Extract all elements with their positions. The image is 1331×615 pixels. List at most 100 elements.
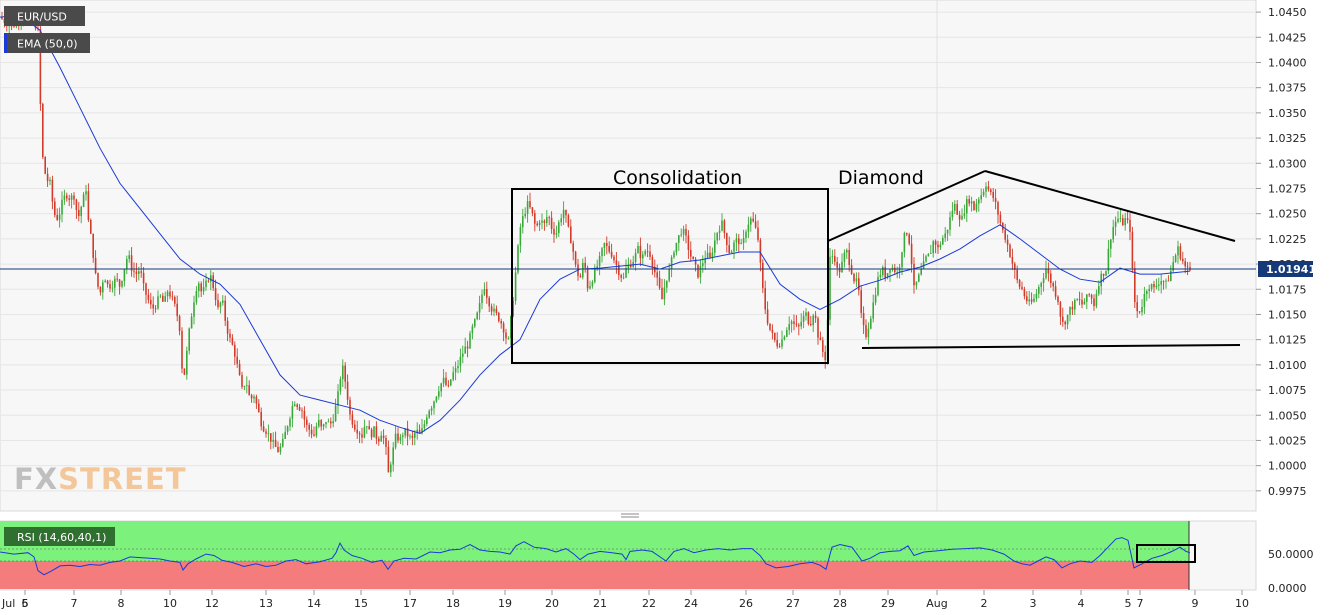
candle-body	[87, 191, 90, 220]
candle-body	[735, 238, 738, 243]
diamond-label: Diamond	[838, 167, 924, 189]
candle-body	[277, 446, 279, 453]
candle-body	[862, 313, 865, 326]
candle-body	[819, 337, 822, 341]
candle-body	[222, 300, 224, 303]
x-tick-label: 14	[307, 597, 321, 610]
candle-body	[356, 429, 358, 434]
candle-body	[997, 202, 999, 215]
x-tick-label: 18	[446, 597, 460, 610]
candle-body	[1014, 263, 1016, 270]
candle-body	[949, 217, 951, 230]
candle-body	[1162, 281, 1165, 282]
y-tick-label: 1.0325	[1268, 132, 1307, 145]
candle-body	[82, 194, 85, 207]
candle-body	[913, 263, 915, 286]
candle-body	[534, 213, 536, 224]
candle-body	[380, 435, 382, 442]
candle-body	[375, 426, 378, 439]
candle-body	[291, 405, 294, 419]
candle-body	[637, 245, 639, 254]
candle-body	[786, 330, 788, 337]
candle-body	[1026, 296, 1028, 302]
candle-body	[63, 195, 66, 200]
candle-body	[1146, 291, 1148, 294]
candle-body	[414, 432, 416, 438]
candle-body	[102, 282, 104, 293]
candle-body	[920, 268, 922, 275]
candle-body	[807, 312, 810, 324]
candle-body	[327, 421, 330, 423]
candle-body	[138, 271, 140, 274]
candle-body	[265, 431, 267, 434]
candle-body	[198, 283, 200, 292]
candle-body	[951, 210, 954, 218]
ema-label: EMA (50,0)	[17, 38, 78, 51]
candle-body	[94, 257, 97, 273]
candle-body	[411, 435, 414, 438]
candle-body	[788, 324, 790, 331]
candle-body	[162, 295, 164, 302]
candle-body	[999, 214, 1002, 223]
candle-body	[190, 316, 193, 329]
candle-body	[1009, 244, 1011, 257]
candle-body	[1093, 298, 1095, 307]
candle-body	[61, 199, 63, 215]
time-axis: Jul 56 7 8 10 12 13 14 15 17 18 19 20 21 22 24 26 27 28 29 A…	[1, 590, 1249, 610]
candle-body	[538, 222, 541, 226]
candle-body	[771, 329, 774, 333]
candle-body	[505, 332, 507, 339]
y-tick-label: 1.0000	[1268, 460, 1307, 473]
candle-body	[226, 320, 229, 334]
candle-body	[565, 209, 567, 216]
candle-body	[49, 179, 51, 182]
candle-body	[109, 284, 111, 289]
candle-body	[97, 272, 99, 287]
candle-body	[526, 201, 529, 214]
candle-body	[301, 410, 303, 412]
candle-body	[176, 303, 178, 317]
candle-body	[164, 296, 166, 302]
candle-body	[430, 408, 433, 411]
candle-body	[258, 403, 260, 412]
candle-body	[680, 234, 682, 236]
candle-body	[166, 291, 169, 297]
candle-body	[231, 337, 234, 345]
candle-body	[452, 372, 454, 380]
candle-body	[421, 428, 423, 434]
candle-body	[1066, 314, 1069, 325]
rsi-label-box	[4, 527, 115, 546]
candle-body	[728, 245, 730, 254]
candle-body	[531, 207, 534, 214]
candle-body	[860, 290, 862, 314]
y-tick-label: 1.0100	[1268, 359, 1307, 372]
candle-body	[555, 233, 558, 235]
candle-body	[363, 427, 366, 438]
candle-body	[970, 201, 973, 204]
candle-body	[634, 253, 637, 262]
candle-body	[790, 321, 793, 325]
ema-label-box	[4, 33, 90, 53]
candle-body	[1023, 289, 1026, 297]
candle-body	[879, 275, 882, 278]
candle-body	[1076, 299, 1078, 301]
candle-body	[169, 291, 171, 297]
price-panel	[0, 0, 1257, 512]
candle-body	[834, 256, 836, 262]
candle-body	[889, 269, 891, 274]
x-tick-label: 26	[739, 597, 753, 610]
candle-body	[1030, 299, 1033, 302]
candle-body	[274, 439, 277, 447]
candle-body	[387, 446, 390, 473]
diamond-upper-right-line	[984, 170, 1236, 242]
candle-body	[111, 287, 114, 289]
candle-body	[1107, 248, 1110, 272]
y-tick-label: 1.0175	[1268, 283, 1307, 296]
candle-body	[1153, 284, 1155, 288]
candle-body	[512, 300, 514, 317]
panel-resize-handle[interactable]	[621, 513, 639, 518]
candle-body	[843, 252, 846, 262]
candle-body	[783, 336, 786, 340]
candle-body	[1119, 218, 1122, 220]
candle-body	[332, 421, 334, 424]
